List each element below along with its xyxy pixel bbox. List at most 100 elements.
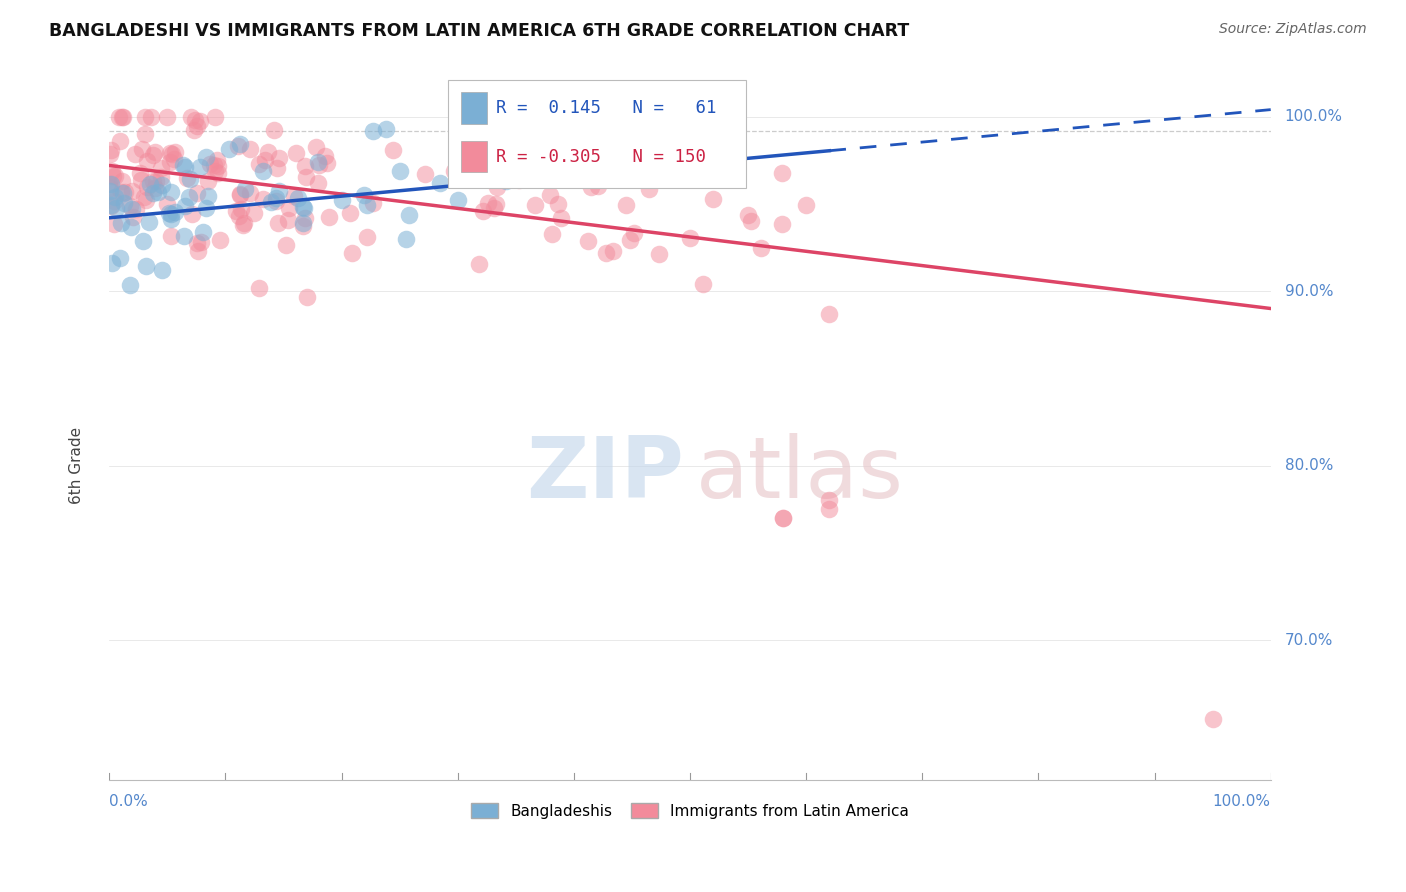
Point xyxy=(292,216,315,230)
Point xyxy=(208,233,231,247)
Text: 100.0%: 100.0% xyxy=(1285,109,1343,124)
Point xyxy=(315,156,337,170)
Point xyxy=(772,511,794,525)
Point xyxy=(138,178,160,192)
Point xyxy=(159,145,181,160)
Point xyxy=(173,228,195,243)
Point xyxy=(794,198,817,212)
Point xyxy=(145,174,167,188)
Point xyxy=(129,173,152,187)
Point xyxy=(614,197,637,211)
Point xyxy=(146,185,169,199)
Point xyxy=(191,226,214,240)
Point xyxy=(638,182,661,196)
Point xyxy=(183,122,205,136)
Point xyxy=(190,113,212,128)
Point xyxy=(156,197,179,211)
Point xyxy=(283,189,305,203)
Point xyxy=(269,151,291,165)
Point xyxy=(205,153,228,168)
Point xyxy=(163,153,186,167)
Point xyxy=(398,208,420,222)
Point xyxy=(108,251,131,265)
Point xyxy=(118,278,141,293)
Point xyxy=(111,186,134,200)
Point xyxy=(184,112,207,127)
Point xyxy=(751,241,773,255)
Point xyxy=(179,190,201,204)
Point xyxy=(225,203,247,218)
Point xyxy=(138,215,160,229)
Point xyxy=(176,170,198,185)
Point xyxy=(307,176,329,190)
Point xyxy=(485,197,508,211)
Point xyxy=(142,174,165,188)
Point xyxy=(292,201,315,215)
Point xyxy=(413,167,436,181)
Point xyxy=(150,262,173,277)
Point xyxy=(277,213,299,227)
Text: R = -0.305   N = 150: R = -0.305 N = 150 xyxy=(496,148,706,166)
Point xyxy=(112,196,135,211)
Point xyxy=(194,150,217,164)
Text: atlas: atlas xyxy=(696,433,904,516)
Point xyxy=(260,194,283,209)
Text: 0.0%: 0.0% xyxy=(110,794,148,808)
Point xyxy=(98,146,121,161)
Point xyxy=(547,197,569,211)
Point xyxy=(207,166,229,180)
Text: BANGLADESHI VS IMMIGRANTS FROM LATIN AMERICA 6TH GRADE CORRELATION CHART: BANGLADESHI VS IMMIGRANTS FROM LATIN AME… xyxy=(49,22,910,40)
Point xyxy=(98,178,121,192)
Point xyxy=(267,216,290,230)
Point xyxy=(163,205,186,219)
Text: 70.0%: 70.0% xyxy=(1285,632,1333,648)
Point xyxy=(100,181,122,195)
Point xyxy=(229,136,252,151)
Point xyxy=(318,210,340,224)
Point xyxy=(482,201,505,215)
Point xyxy=(159,229,181,244)
Point xyxy=(239,186,262,201)
Point xyxy=(353,188,375,202)
Point xyxy=(197,173,219,187)
Point xyxy=(443,164,465,178)
Point xyxy=(141,110,163,124)
FancyBboxPatch shape xyxy=(461,141,486,172)
Point xyxy=(576,234,599,248)
Point xyxy=(818,307,841,321)
Point xyxy=(702,192,724,206)
Point xyxy=(111,110,134,124)
Point xyxy=(103,217,125,231)
Point xyxy=(356,198,378,212)
Point xyxy=(135,179,157,194)
Point xyxy=(231,202,253,217)
Point xyxy=(228,209,250,223)
Legend: Bangladeshis, Immigrants from Latin America: Bangladeshis, Immigrants from Latin Amer… xyxy=(464,797,915,825)
Point xyxy=(252,164,274,178)
Point xyxy=(111,174,134,188)
Text: Source: ZipAtlas.com: Source: ZipAtlas.com xyxy=(1219,22,1367,37)
Point xyxy=(287,191,309,205)
Point xyxy=(294,211,316,226)
Point xyxy=(472,204,495,219)
Point xyxy=(263,122,285,136)
Point xyxy=(523,198,546,212)
Point xyxy=(623,226,645,240)
Point xyxy=(256,145,278,159)
Point xyxy=(648,247,671,261)
Point xyxy=(174,160,197,174)
Point xyxy=(232,216,254,230)
Point xyxy=(186,186,208,200)
Point xyxy=(134,127,156,141)
Point xyxy=(135,154,157,169)
Point xyxy=(588,178,610,193)
Point xyxy=(692,277,714,291)
Point xyxy=(285,145,308,160)
Point xyxy=(252,192,274,206)
Point xyxy=(247,157,270,171)
Point xyxy=(159,186,181,200)
Point xyxy=(198,157,221,171)
Point xyxy=(107,110,129,124)
Point xyxy=(179,172,201,186)
Point xyxy=(101,256,124,270)
